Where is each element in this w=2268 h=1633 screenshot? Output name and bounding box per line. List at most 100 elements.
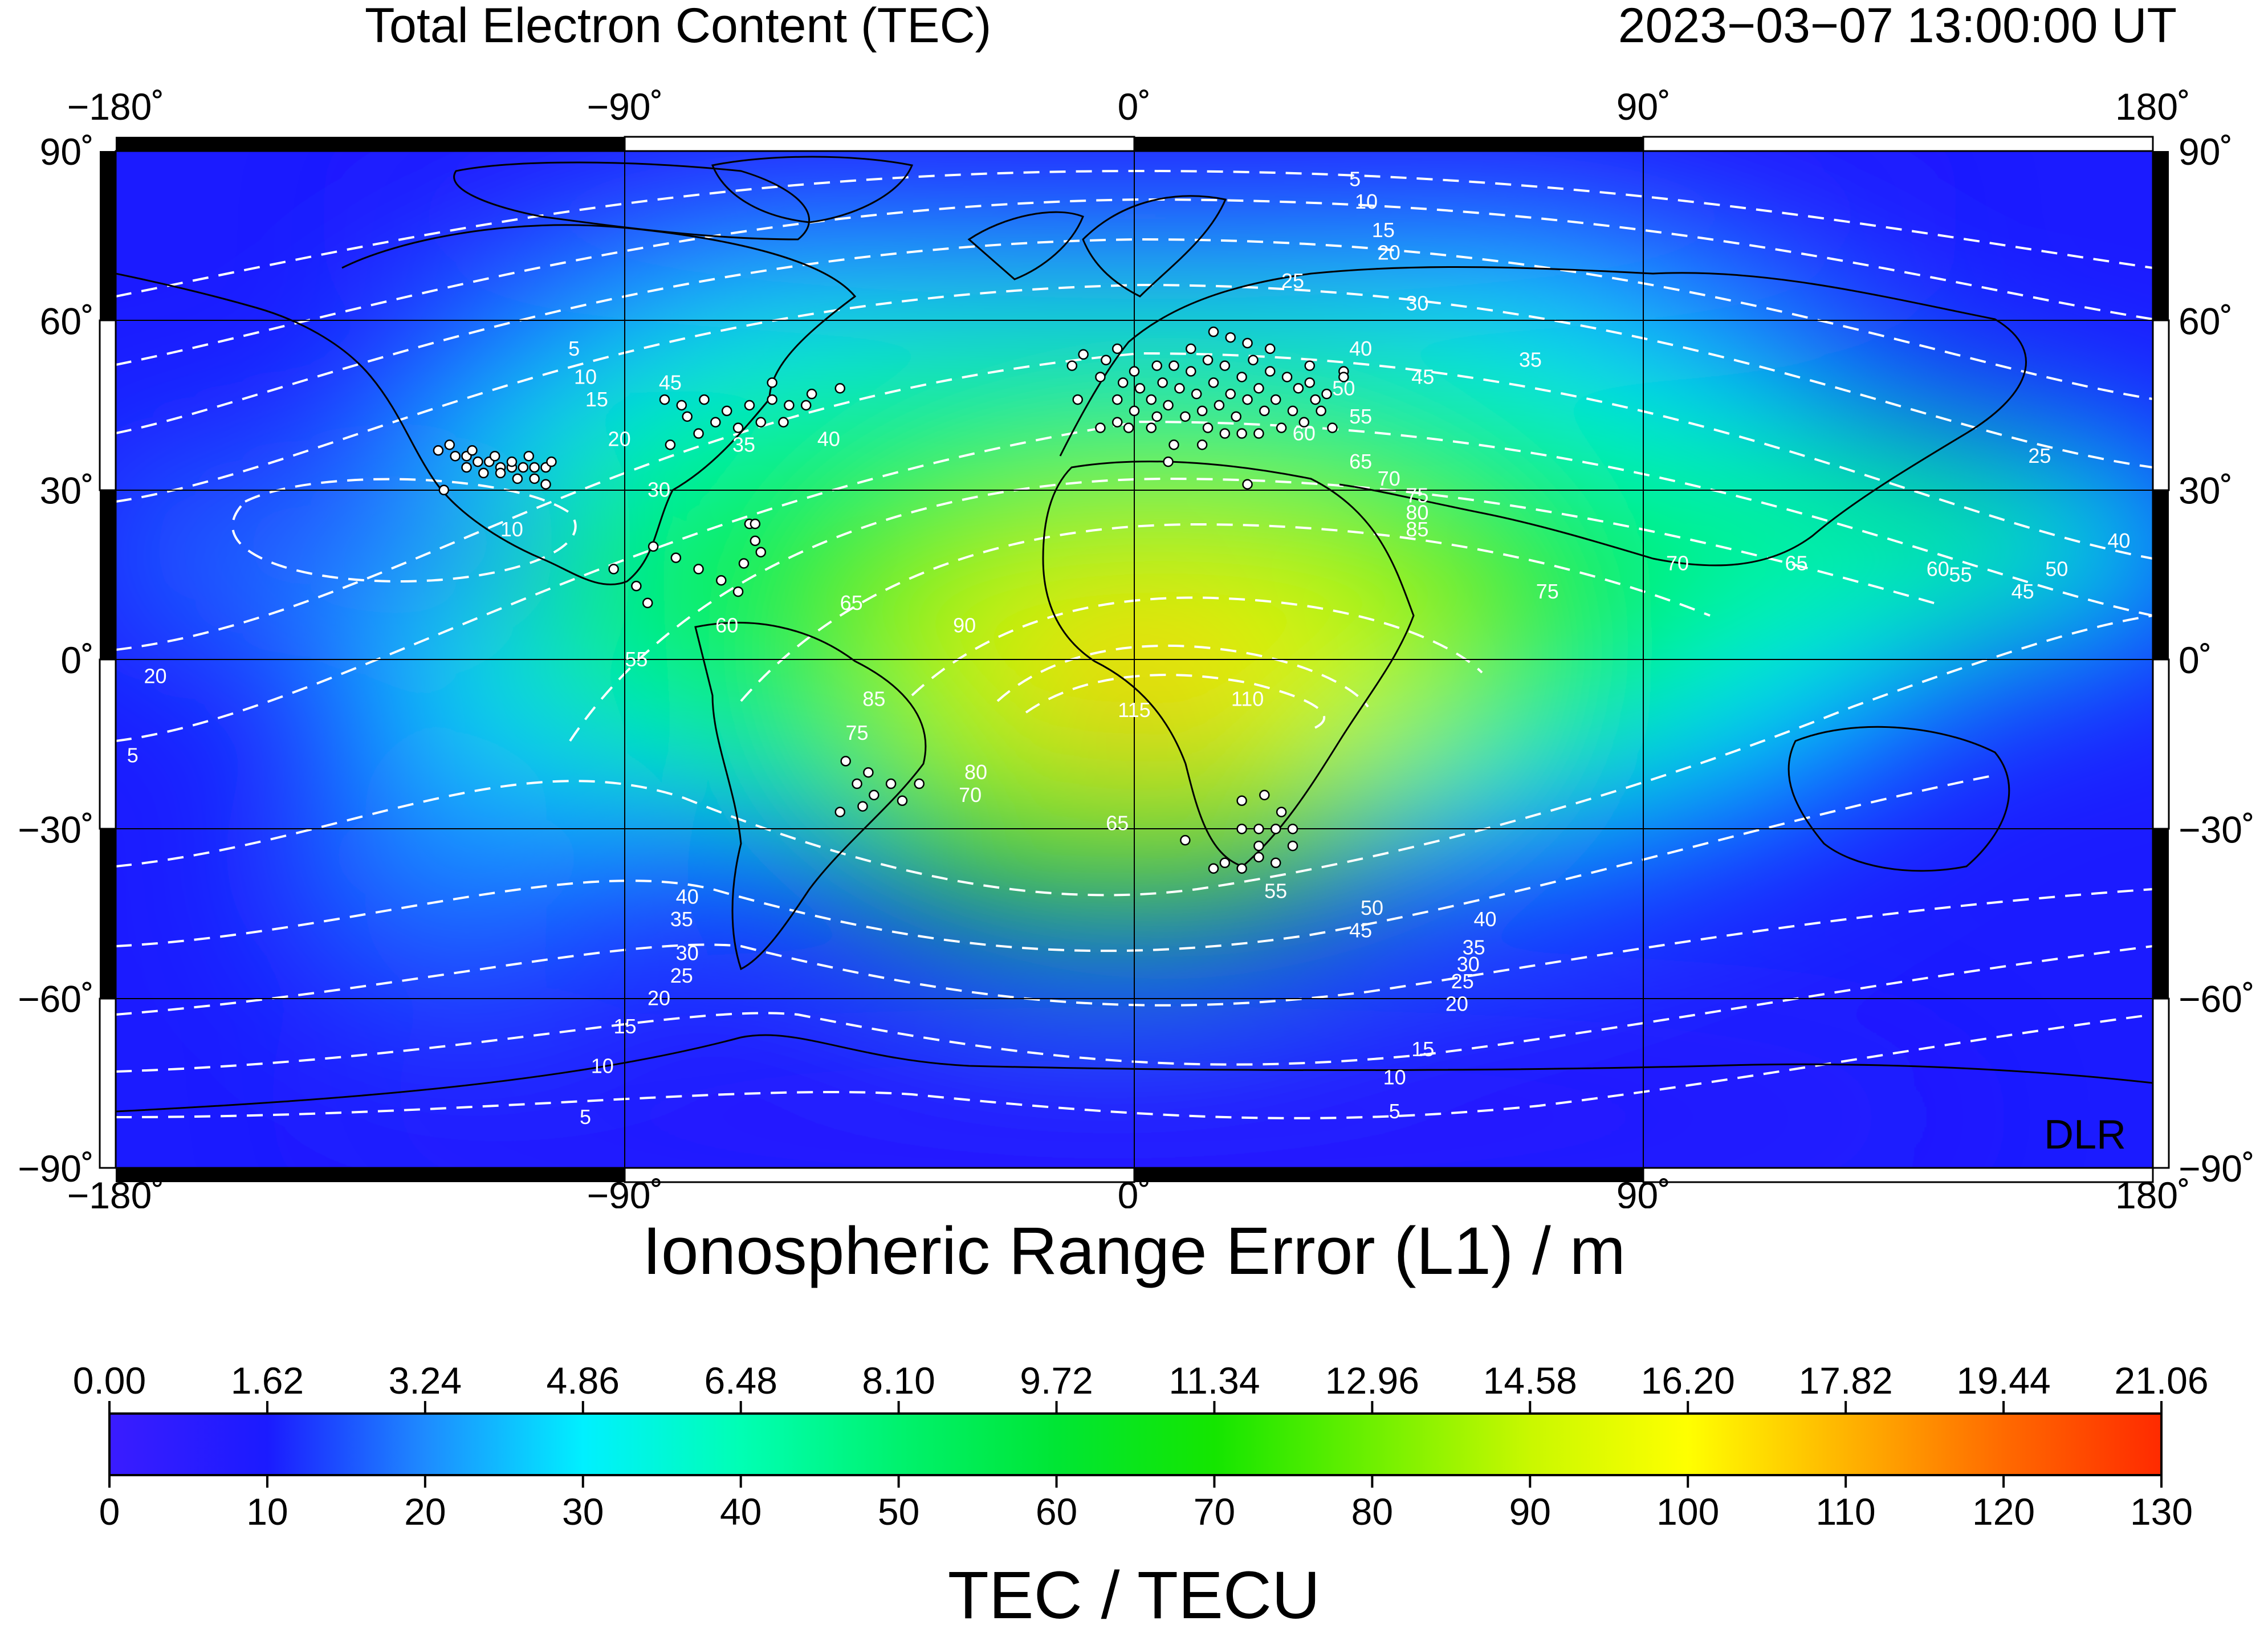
station-marker xyxy=(1174,383,1185,394)
contour-label: 30 xyxy=(676,941,699,964)
contour-label: 10 xyxy=(1383,1065,1406,1089)
lon-tick-bottom: −90˚ xyxy=(587,1174,663,1208)
range-error-tick: 3.24 xyxy=(389,1359,462,1402)
station-marker xyxy=(546,456,557,467)
contour-label: 5 xyxy=(127,743,139,767)
station-marker xyxy=(857,801,868,812)
station-marker xyxy=(529,462,540,473)
station-marker xyxy=(1270,824,1281,834)
contour-label: 90 xyxy=(953,614,976,637)
axis-tick-labels: −180˚−180˚−90˚−90˚0˚0˚90˚90˚180˚180˚90˚ 9… xyxy=(18,85,2255,1208)
station-marker xyxy=(1095,422,1106,433)
contour-label: 65 xyxy=(1349,450,1372,473)
colorbar-gradient xyxy=(108,1412,2163,1476)
contour-label: 85 xyxy=(1406,518,1428,541)
lon-tick-top: 90˚ xyxy=(1616,85,1671,128)
tec-tick: 100 xyxy=(1656,1491,1719,1533)
lat-tick-left: 30˚ xyxy=(40,470,94,512)
contour-label: 5 xyxy=(1349,168,1361,191)
contour-label: 20 xyxy=(144,665,166,688)
station-marker xyxy=(1111,394,1123,405)
station-marker xyxy=(523,450,534,462)
tec-tick: 90 xyxy=(1509,1491,1551,1533)
contour-label: 5 xyxy=(1389,1099,1400,1123)
station-marker xyxy=(750,518,761,530)
station-marker xyxy=(1265,366,1276,377)
station-marker xyxy=(1208,326,1219,337)
contour-label: 110 xyxy=(1231,687,1264,710)
lat-tick-right: 90˚ xyxy=(2179,131,2233,173)
tec-tick: 60 xyxy=(1036,1491,1077,1533)
range-error-tick: 21.06 xyxy=(2114,1359,2208,1402)
map-title: Total Electron Content (TEC) xyxy=(365,0,992,53)
tec-tick-labels: 0 10 20 30 40 50 60 70 80 90 100 110 120 130 xyxy=(99,1491,2193,1533)
station-marker xyxy=(676,400,687,411)
station-marker xyxy=(1168,360,1179,371)
contour-label: 75 xyxy=(1536,580,1559,603)
station-marker xyxy=(1225,332,1236,343)
range-error-tick: 17.82 xyxy=(1799,1359,1893,1402)
station-marker xyxy=(1304,377,1316,388)
contour-label: 40 xyxy=(817,427,840,450)
station-marker xyxy=(659,394,670,405)
station-marker xyxy=(529,473,540,484)
contour-label: 5 xyxy=(580,1105,591,1129)
contour-label: 10 xyxy=(574,365,597,388)
lat-tick-right: −30˚ xyxy=(2179,808,2255,850)
lon-tick-bottom: −180˚ xyxy=(67,1174,165,1208)
station-marker xyxy=(1151,360,1162,371)
contour-label: 40 xyxy=(2107,529,2130,552)
station-marker xyxy=(467,445,478,456)
station-marker xyxy=(1242,394,1253,405)
station-marker xyxy=(1270,394,1281,405)
station-marker xyxy=(767,377,777,388)
contour-label: 85 xyxy=(862,687,885,710)
range-error-tick: 4.86 xyxy=(547,1359,620,1402)
station-marker xyxy=(1253,852,1264,863)
station-marker xyxy=(1101,355,1111,365)
contour-label: 65 xyxy=(1785,552,1808,575)
contour-label: 115 xyxy=(1118,698,1150,722)
contour-label: 20 xyxy=(608,427,631,450)
station-marker xyxy=(473,456,483,467)
contour-label: 40 xyxy=(1349,337,1372,360)
station-marker xyxy=(755,547,767,557)
station-marker xyxy=(1208,377,1219,388)
tec-tick: 80 xyxy=(1351,1491,1393,1533)
lon-tick-bottom: 0˚ xyxy=(1118,1174,1151,1208)
dlr-mark: DLR xyxy=(2044,1112,2126,1158)
lon-tick-bottom: 90˚ xyxy=(1616,1174,1671,1208)
station-marker xyxy=(1186,366,1196,377)
contour-label: 10 xyxy=(1355,190,1378,213)
range-error-tick: 11.34 xyxy=(1168,1359,1260,1402)
station-marker xyxy=(778,417,789,427)
station-marker xyxy=(1146,394,1157,405)
lat-tick-right: 0˚ xyxy=(2179,639,2212,681)
contour-label: 75 xyxy=(846,721,869,744)
station-marker xyxy=(1253,428,1264,439)
lat-tick-left: −30˚ xyxy=(18,808,94,850)
range-error-title: Ionospheric Range Error (L1) / m xyxy=(642,1213,1626,1289)
station-marker xyxy=(450,450,461,462)
lon-tick-bottom: 180˚ xyxy=(2115,1174,2190,1208)
map-datetime: 2023−03−07 13:00:00 UT xyxy=(1618,0,2177,53)
station-marker xyxy=(1208,863,1219,874)
station-marker xyxy=(648,541,659,552)
station-marker xyxy=(1281,372,1293,382)
contour-label: 25 xyxy=(1281,269,1304,292)
station-marker xyxy=(1259,405,1270,417)
station-marker xyxy=(608,564,619,575)
contour-label: 75 xyxy=(1406,484,1428,507)
station-marker xyxy=(834,807,846,817)
contour-label: 25 xyxy=(670,964,693,987)
station-marker xyxy=(512,473,523,484)
contour-label: 55 xyxy=(1264,879,1287,902)
station-marker xyxy=(1111,417,1123,427)
tec-tick: 10 xyxy=(246,1491,288,1533)
station-marker xyxy=(897,795,908,807)
station-marker xyxy=(744,400,755,411)
lat-tick-right: −60˚ xyxy=(2179,978,2255,1020)
station-marker xyxy=(495,467,506,479)
contour-label: 15 xyxy=(613,1015,636,1038)
